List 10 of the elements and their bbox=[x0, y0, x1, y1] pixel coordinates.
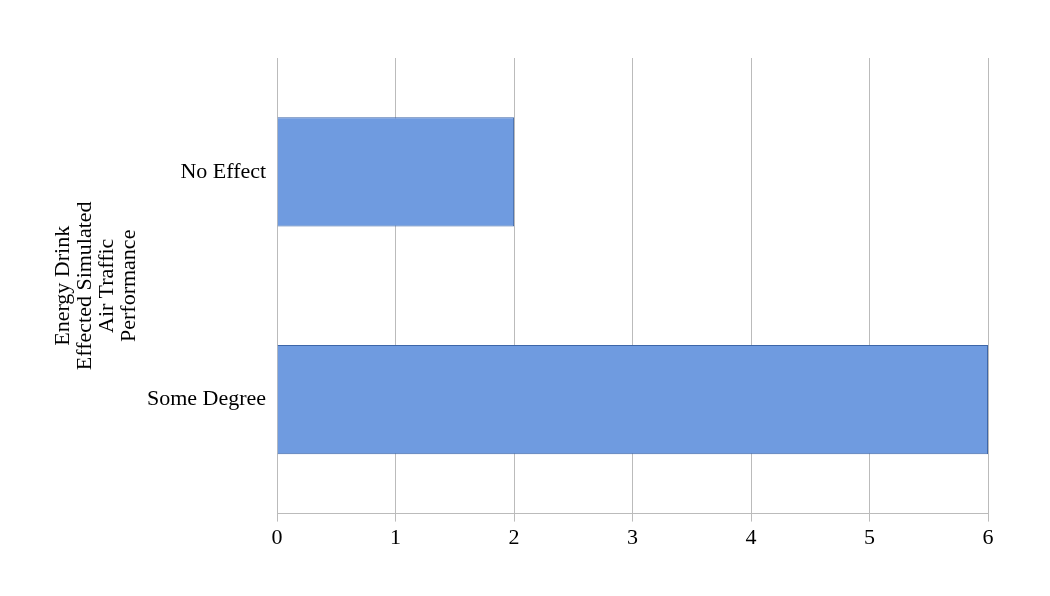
x-tick-label: 3 bbox=[627, 523, 639, 549]
y-tick-label: No Effect bbox=[180, 157, 267, 183]
y-tick-label: Some Degree bbox=[147, 385, 267, 411]
x-tick-label: 2 bbox=[508, 523, 520, 549]
x-tick-label: 5 bbox=[864, 523, 876, 549]
x-tick-label: 6 bbox=[982, 523, 994, 549]
x-tick-label: 4 bbox=[745, 523, 757, 549]
y-axis-title: Energy Drink Effected Simulated Air Traffic Performance bbox=[48, 201, 140, 371]
x-tick-label: 0 bbox=[271, 523, 283, 549]
x-tick-label: 1 bbox=[390, 523, 402, 549]
